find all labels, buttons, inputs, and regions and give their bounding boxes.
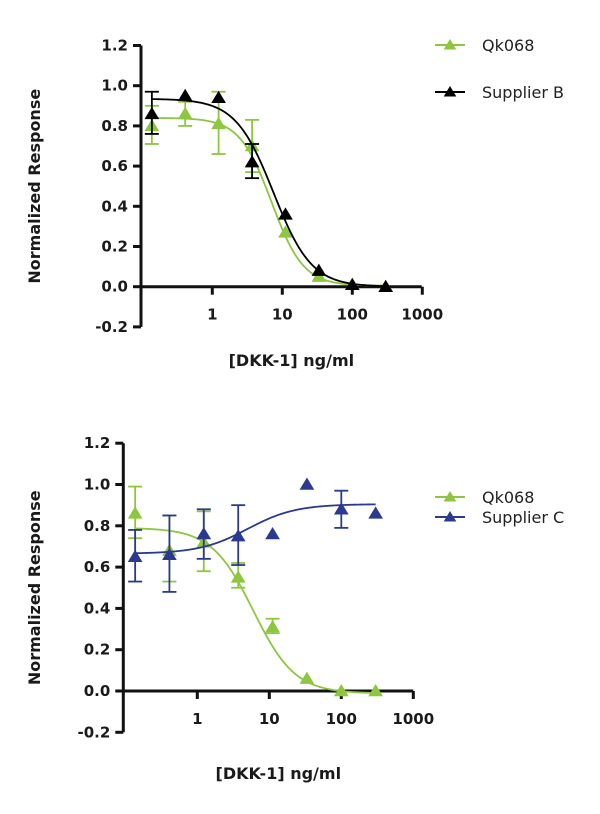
chart-panel-1: -0.2 0.0 0.2 0.4 0.6 0.8 1.0 1.2 1 10 100 1000 [DKK-… xyxy=(25,36,564,370)
fit-curve xyxy=(151,117,386,287)
x-tick-label: 10 xyxy=(259,710,280,728)
x-tick-label: 100 xyxy=(337,306,368,324)
x-axis-label: [DKK-1] ng/ml xyxy=(229,351,355,370)
data-point xyxy=(265,527,280,540)
legend-label: Qk068 xyxy=(482,488,534,507)
data-point xyxy=(265,619,280,633)
x-tick-label: 10 xyxy=(272,306,293,324)
data-point xyxy=(162,547,177,560)
series-qk068: Qk068 xyxy=(127,485,534,697)
y-tick-label: 1.0 xyxy=(101,77,128,95)
fit-curve xyxy=(135,527,376,694)
data-point xyxy=(211,116,226,130)
x-tick-label: 1000 xyxy=(401,306,443,324)
y-tick-label: 0.8 xyxy=(84,517,111,535)
y-tick-label: 0.6 xyxy=(84,558,111,576)
legend-label: Supplier C xyxy=(482,508,564,527)
y-tick-label: 0.0 xyxy=(101,278,128,296)
data-point xyxy=(144,106,160,120)
data-point xyxy=(311,263,327,276)
legend-marker-icon xyxy=(443,39,457,50)
data-point xyxy=(299,477,315,490)
data-point xyxy=(333,502,349,515)
data-point xyxy=(299,671,315,684)
fit-curve xyxy=(135,503,376,555)
data-point xyxy=(378,279,394,292)
y-tick-label: 0.8 xyxy=(101,117,128,135)
y-tick-label: 0.2 xyxy=(84,641,111,659)
legend-label: Supplier B xyxy=(482,83,564,102)
x-tick-label: 1 xyxy=(192,710,202,728)
data-point xyxy=(177,106,193,120)
data-point xyxy=(344,277,360,290)
y-tick-label: 0.4 xyxy=(101,197,128,215)
y-tick-label: 0.2 xyxy=(101,238,128,256)
data-point xyxy=(196,527,212,540)
legend-marker-icon xyxy=(443,491,457,502)
data-point xyxy=(127,506,143,519)
data-point xyxy=(278,225,293,238)
y-tick-label: 0.0 xyxy=(84,682,111,700)
y-axis-label: Normalized Response xyxy=(25,490,44,685)
y-tick-label: 1.2 xyxy=(101,37,128,55)
data-point xyxy=(127,549,143,563)
legend-marker-icon xyxy=(443,86,457,97)
series-qk068: Qk068 xyxy=(144,36,534,292)
data-point xyxy=(278,207,293,220)
data-point xyxy=(333,684,349,697)
data-point xyxy=(230,529,246,542)
x-tick-label: 100 xyxy=(326,710,357,728)
x-tick-label: 1000 xyxy=(392,710,434,728)
chart-panel-2: -0.2 0.0 0.2 0.4 0.6 0.8 1.0 1.2 1 10 100 1000 [DKK-… xyxy=(25,434,564,783)
data-point xyxy=(368,684,384,697)
y-tick-label: 0.6 xyxy=(101,157,128,175)
data-point xyxy=(211,90,226,104)
y-tick-label: 1.0 xyxy=(84,476,111,494)
y-tick-label: -0.2 xyxy=(95,318,128,336)
legend-marker-icon xyxy=(443,511,457,522)
data-point xyxy=(230,570,246,583)
data-point xyxy=(177,88,193,101)
series-supplier-b: Supplier B xyxy=(144,83,564,292)
fit-curve xyxy=(151,98,386,288)
data-point xyxy=(244,155,260,168)
series-supplier-c: Supplier C xyxy=(127,477,564,593)
y-tick-label: 1.2 xyxy=(84,434,111,452)
legend-label: Qk068 xyxy=(482,36,534,55)
y-axis-label: Normalized Response xyxy=(25,89,44,284)
data-point xyxy=(368,506,384,519)
x-axis-label: [DKK-1] ng/ml xyxy=(216,764,342,783)
y-tick-label: 0.4 xyxy=(84,599,111,617)
x-tick-label: 1 xyxy=(207,306,217,324)
y-tick-label: -0.2 xyxy=(77,723,110,741)
